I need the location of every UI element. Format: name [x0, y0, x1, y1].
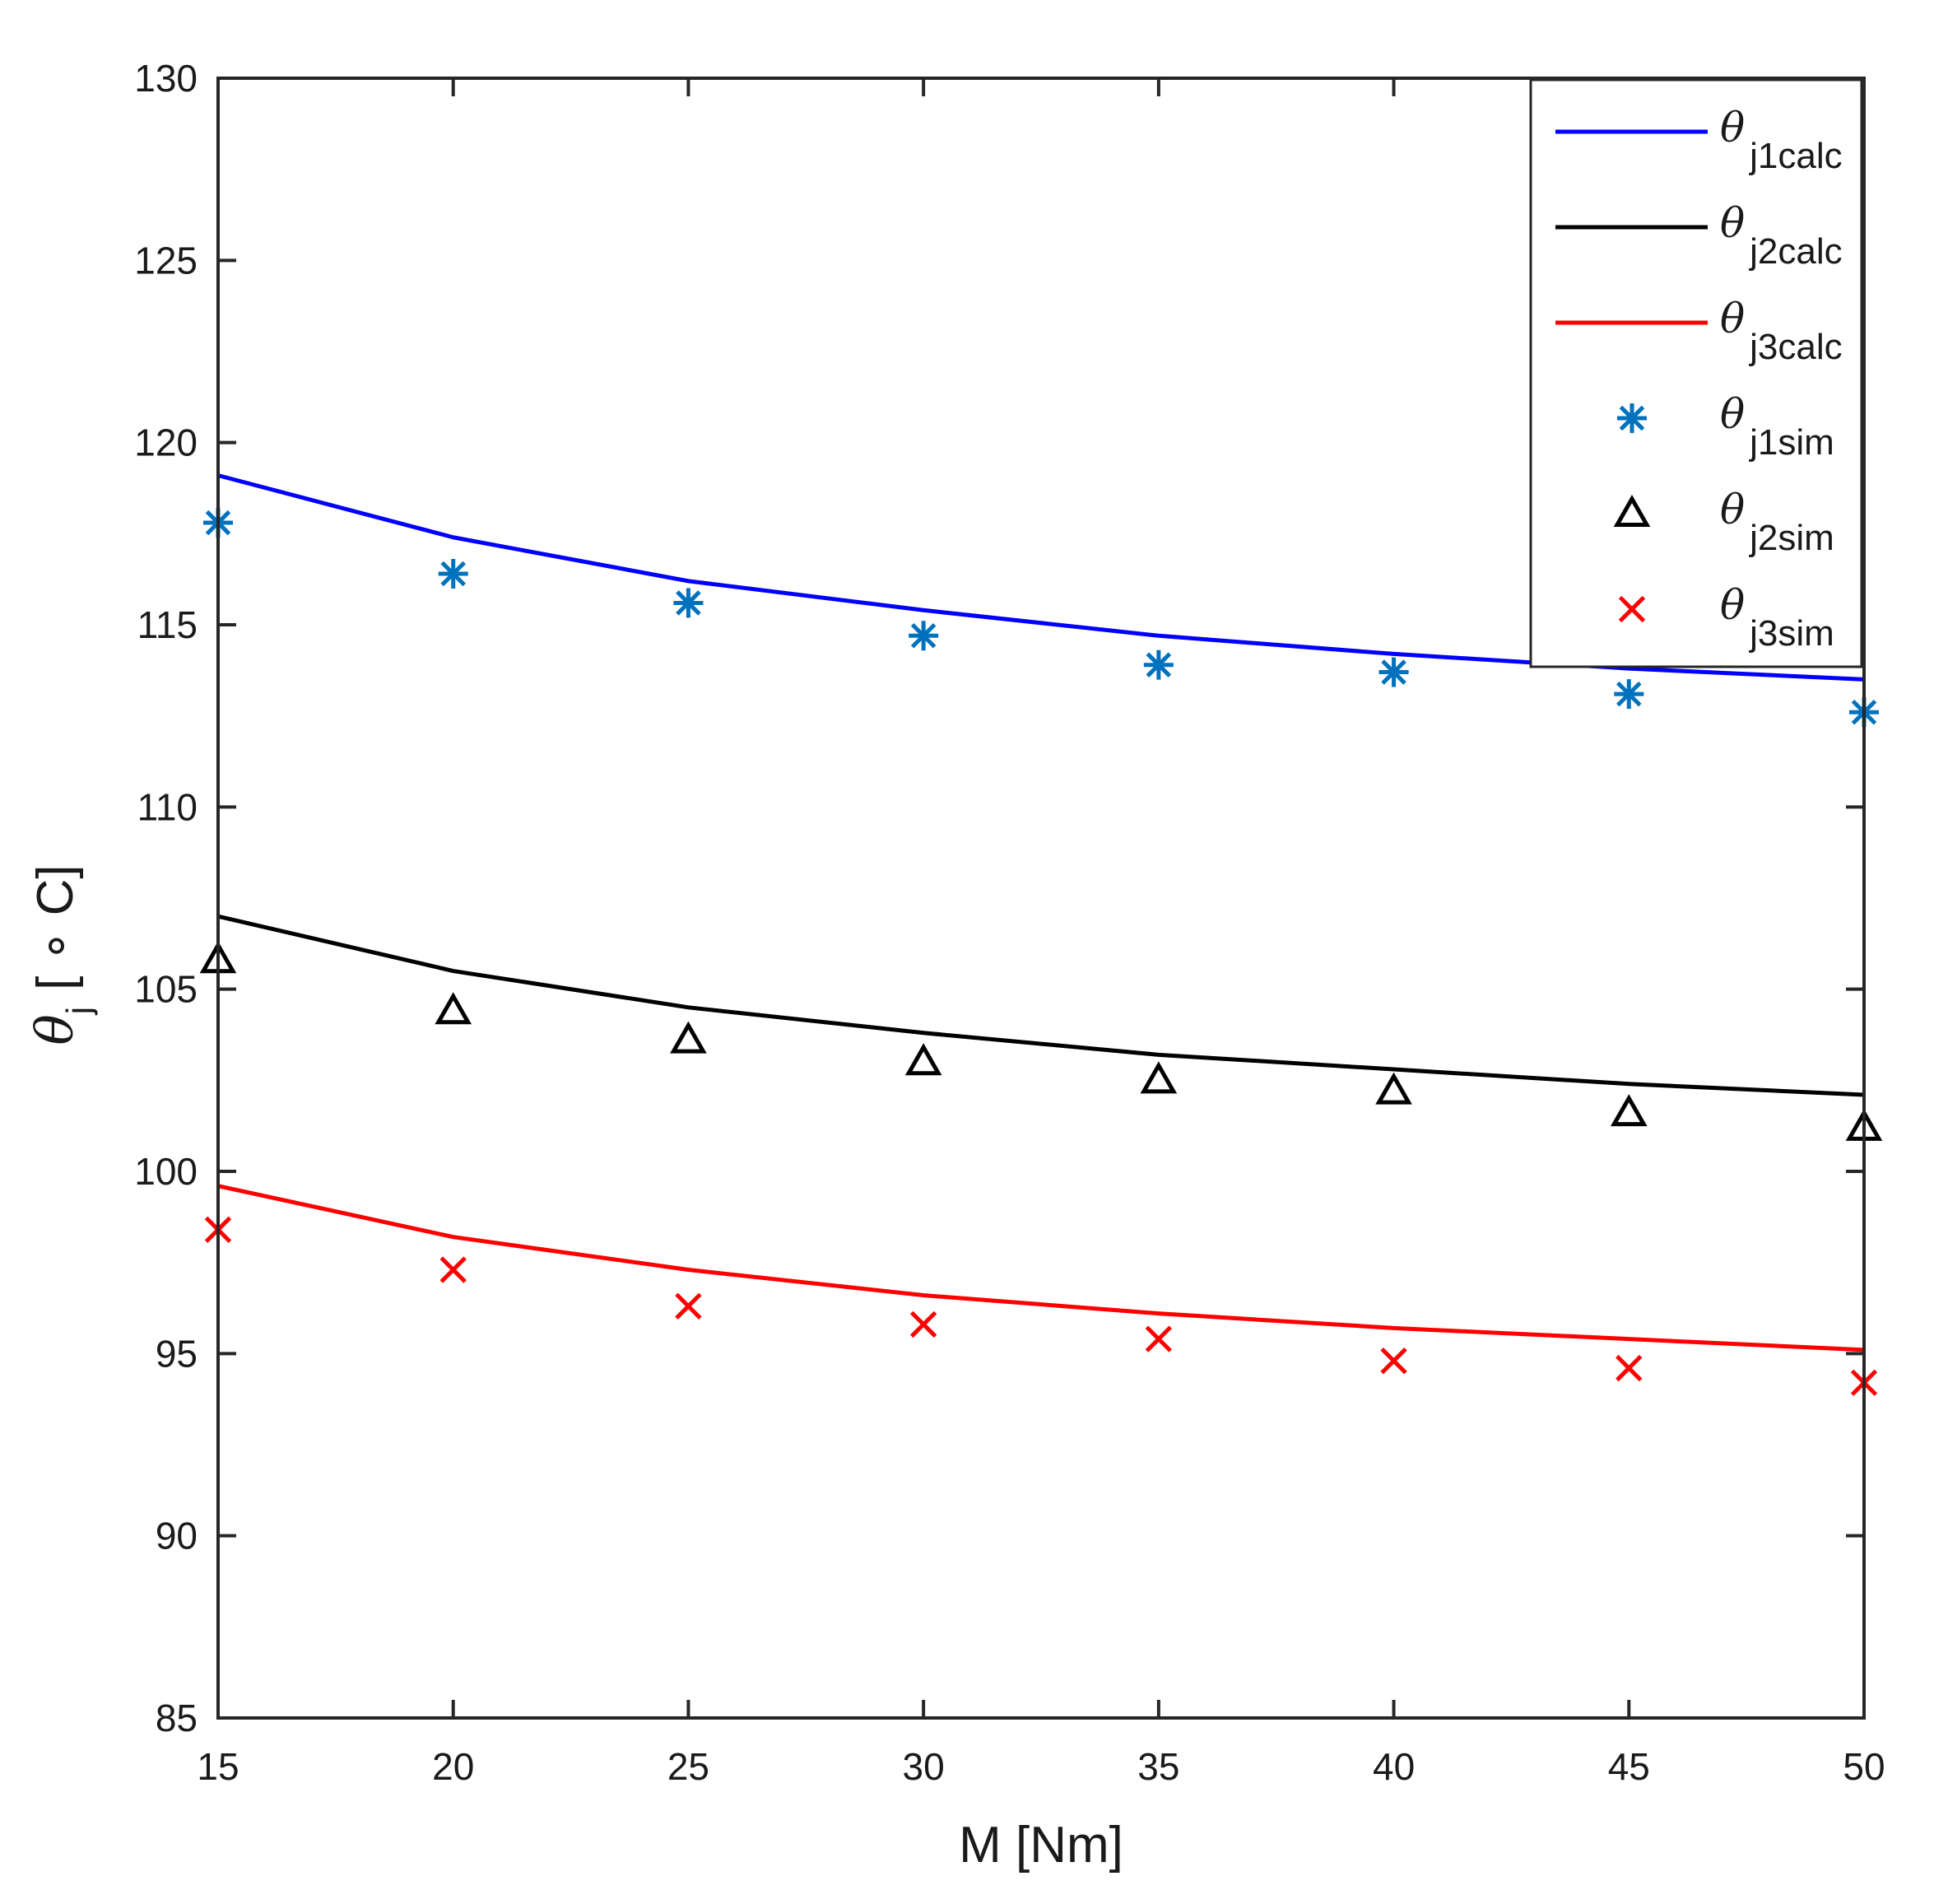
x-axis-title: M [Nm] [959, 1817, 1123, 1874]
series-j3sim-point [1145, 1325, 1173, 1352]
legend-entry-j3sim: θj3sim [1618, 581, 1834, 654]
y-tick-label: 95 [156, 1332, 198, 1375]
legend-symbol: θ [1720, 581, 1745, 629]
legend-subscript: j2calc [1748, 231, 1843, 272]
series-j1sim-point [1143, 649, 1174, 680]
legend-subscript: j3calc [1748, 327, 1843, 367]
series-j1sim-point [1378, 657, 1409, 687]
legend-label: θj1calc [1720, 104, 1843, 176]
legend-symbol: θ [1720, 104, 1745, 151]
legend-label: θj1sim [1720, 390, 1834, 463]
y-tick-label: 105 [134, 968, 198, 1011]
legend-entry-j1sim: θj1sim [1617, 390, 1834, 463]
series-j3sim-point-stroke [1616, 1354, 1643, 1382]
legend-symbol: θ [1720, 390, 1745, 438]
series-j1sim-point [1614, 679, 1644, 710]
series-j1sim-point-stroke [1146, 652, 1172, 677]
legend-label: θj2calc [1720, 199, 1843, 272]
legend-swatch-marker-shape [1613, 494, 1651, 527]
legend-entry-j1calc: θj1calc [1555, 104, 1843, 176]
series-j2sim-point [904, 1043, 942, 1076]
series-j3sim-point-stroke [675, 1292, 702, 1320]
axes-box [216, 77, 1866, 1720]
legend-subscript: j3sim [1748, 613, 1834, 654]
series-j3sim-point-stroke [1145, 1325, 1173, 1352]
series-j1sim-point-stroke [1381, 659, 1406, 685]
x-tick-label: 40 [1373, 1745, 1415, 1788]
y-axis-unit: [ ∘ C] [27, 864, 84, 990]
x-tick-label: 35 [1137, 1745, 1179, 1788]
plot-area [199, 473, 1883, 1396]
axis-labels: M [Nm] θj [ ∘ C] [25, 864, 1123, 1874]
legend-subscript: j1sim [1748, 422, 1834, 463]
legend-swatch-marker-stroke [1619, 405, 1645, 431]
y-axis-title: θj [ ∘ C] [25, 864, 98, 1045]
legend-symbol: θ [1720, 199, 1745, 247]
series-j1sim-point-stroke [440, 561, 466, 587]
x-tick-label: 20 [432, 1745, 474, 1788]
y-tick-label: 100 [134, 1150, 198, 1193]
legend-swatch-marker-stroke [1618, 595, 1646, 623]
series-j1sim-point [909, 621, 939, 651]
y-tick-label: 115 [137, 603, 198, 646]
series-j3sim-point-stroke [439, 1256, 467, 1283]
y-tick-label: 110 [137, 785, 198, 828]
y-tick-label: 120 [134, 421, 198, 464]
legend-entry-j3calc: θj3calc [1555, 295, 1843, 367]
series-j3sim-point [1616, 1354, 1643, 1382]
legend-symbol: θ [1720, 295, 1745, 342]
y-tick-label: 125 [134, 239, 198, 282]
axes: 15 20 25 30 35 40 45 50 85 90 95 100 105 110 115 120 125… [134, 57, 1885, 1788]
legend-subscript: j1calc [1748, 136, 1843, 176]
series-j3sim-point [439, 1256, 467, 1283]
x-tick-label: 30 [903, 1745, 945, 1788]
legend-swatch-marker [1613, 494, 1651, 527]
x-tick-label: 50 [1843, 1745, 1885, 1788]
series-j2sim-point [1140, 1061, 1178, 1094]
legend-label: θj2sim [1720, 486, 1834, 558]
series-j1sim-point-stroke [910, 623, 937, 649]
series-j2sim-point [1610, 1094, 1648, 1127]
series-j1sim-point [673, 588, 704, 618]
legend-subscript: j2sim [1748, 518, 1834, 558]
x-tick-label: 45 [1608, 1745, 1650, 1788]
legend-symbol: θ [1720, 486, 1745, 533]
legend-label: θj3sim [1720, 581, 1834, 654]
series-j1sim-point-stroke [1616, 681, 1642, 707]
legend-swatch-marker [1618, 595, 1646, 623]
y-axis-subscript: j [59, 1007, 98, 1016]
series-j2sim-point-shape [904, 1043, 942, 1076]
series-j2sim-point-shape [1140, 1061, 1178, 1094]
series-j3sim-point-stroke [909, 1310, 937, 1338]
series-j2sim-point-shape [1375, 1072, 1412, 1105]
legend-label: θj3calc [1720, 295, 1843, 367]
y-axis-symbol: θ [25, 1014, 85, 1045]
series-j2sim-point-shape [1610, 1094, 1648, 1127]
legend-box [1529, 78, 1863, 668]
legend-swatch-marker [1617, 403, 1647, 433]
series-j1sim-point-stroke [676, 590, 701, 616]
legend-entry-j2sim: θj2sim [1613, 486, 1834, 558]
series-j3calc-line [217, 1184, 1865, 1352]
y-tick-label: 130 [134, 57, 198, 100]
y-tick-label: 90 [156, 1515, 198, 1557]
series-j2sim-point [670, 1021, 707, 1054]
legend-entry-j2calc: θj2calc [1555, 199, 1843, 272]
x-tick-label: 15 [197, 1745, 239, 1788]
series-j3sim-point [1380, 1348, 1407, 1375]
series-j2sim-point-shape [670, 1021, 707, 1054]
series-j3sim-point [675, 1292, 702, 1320]
series-j2sim-point [1375, 1072, 1412, 1105]
series-j2sim-point [435, 992, 472, 1025]
series-j2sim-point-shape [435, 992, 472, 1025]
series-j3sim-point [909, 1310, 937, 1338]
x-tick-label: 25 [667, 1745, 709, 1788]
series-j1sim-point [438, 559, 468, 589]
series-j3sim-point-stroke [1380, 1348, 1407, 1375]
y-tick-label: 85 [156, 1697, 198, 1739]
series-j2calc-line [217, 914, 1865, 1097]
